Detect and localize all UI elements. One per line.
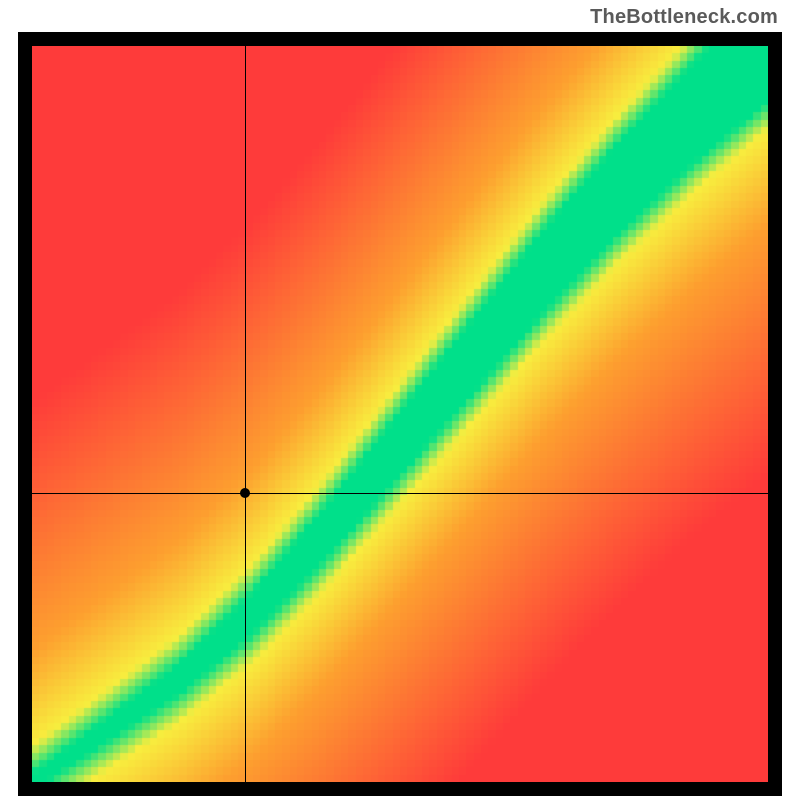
crosshair-horizontal xyxy=(32,493,768,494)
crosshair-vertical xyxy=(245,46,246,782)
chart-container: TheBottleneck.com xyxy=(0,0,800,800)
heatmap-canvas xyxy=(32,46,768,782)
plot-area xyxy=(32,46,768,782)
attribution-text: TheBottleneck.com xyxy=(590,6,778,29)
crosshair-marker xyxy=(240,488,250,498)
